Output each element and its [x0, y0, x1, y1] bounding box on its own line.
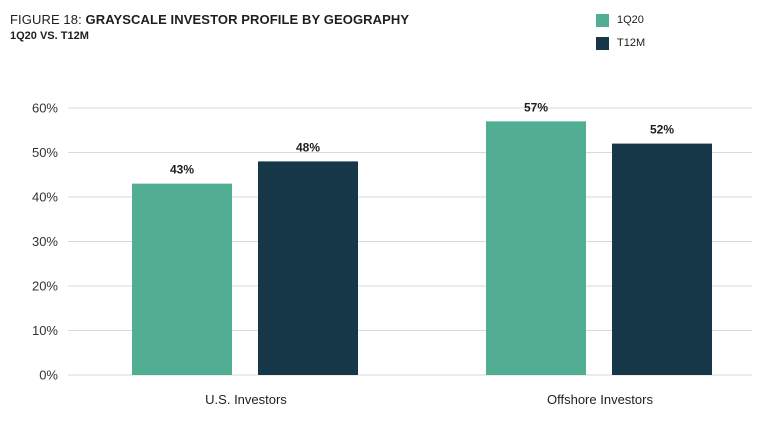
data-label-us-1q20: 43%: [170, 163, 194, 177]
x-category-label: Offshore Investors: [547, 392, 653, 407]
chart-title-prefix: FIGURE 18:: [10, 12, 86, 27]
legend: 1Q20 T12M: [596, 12, 645, 58]
legend-label-1q20: 1Q20: [617, 14, 644, 26]
data-label-offshore-1q20: 57%: [524, 100, 548, 114]
legend-swatch-1q20: [596, 13, 609, 27]
y-tick-label: 0%: [39, 368, 58, 383]
bar-offshore-1q20: [486, 121, 586, 375]
bar-us-t12m: [258, 161, 358, 375]
legend-item-1q20: 1Q20: [596, 12, 645, 28]
y-tick-label: 50%: [32, 145, 58, 160]
x-axis-category-labels: U.S. Investors Offshore Investors: [205, 392, 653, 407]
chart-title: FIGURE 18: GRAYSCALE INVESTOR PROFILE BY…: [10, 12, 409, 28]
data-labels: 43% 57% 48% 52%: [170, 100, 674, 176]
y-tick-label: 10%: [32, 323, 58, 338]
y-tick-label: 30%: [32, 234, 58, 249]
bar-us-1q20: [132, 183, 232, 375]
y-tick-label: 20%: [32, 279, 58, 294]
x-category-label: U.S. Investors: [205, 392, 287, 407]
legend-label-t12m: T12M: [617, 37, 646, 49]
y-axis-tick-labels: 0% 10% 20% 30% 40% 50% 60%: [32, 101, 58, 383]
y-tick-label: 40%: [32, 190, 58, 205]
bars: [132, 121, 712, 375]
data-label-offshore-t12m: 52%: [650, 123, 674, 137]
bar-offshore-t12m: [612, 143, 712, 375]
legend-swatch-t12m: [596, 36, 609, 50]
chart-subtitle: 1Q20 VS. T12M: [10, 30, 89, 42]
legend-item-t12m: T12M: [596, 35, 645, 51]
chart-title-main: GRAYSCALE INVESTOR PROFILE BY GEOGRAPHY: [85, 12, 410, 27]
y-tick-label: 60%: [32, 101, 58, 116]
figure-header: FIGURE 18: GRAYSCALE INVESTOR PROFILE BY…: [10, 12, 409, 43]
data-label-us-t12m: 48%: [296, 140, 320, 154]
